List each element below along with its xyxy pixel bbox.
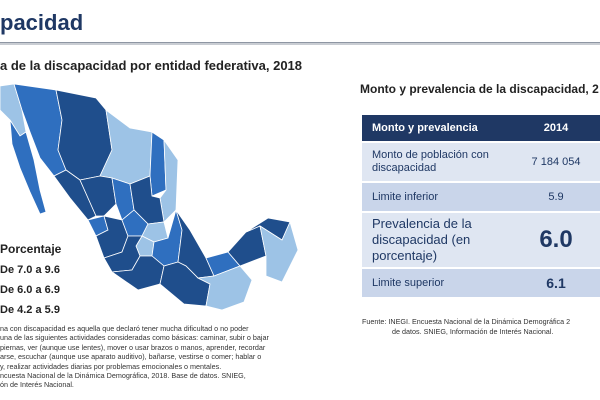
row-value: 6.0 [539, 226, 573, 253]
state-chihuahua [55, 89, 113, 181]
table-header-year: 2014 [543, 122, 569, 134]
page-title: pacidad [0, 10, 84, 35]
prevalence-table: Monto y prevalencia 2014 Monto de poblac… [362, 115, 600, 299]
footnote-line: ón de Interés Nacional. [0, 380, 74, 390]
table-source: Fuente: INEGI. Encuesta Nacional de la D… [362, 317, 600, 336]
row-label: Limite superior [372, 276, 445, 289]
legend-item-mid: De 6.0 a 6.9 [0, 284, 60, 296]
table-row: Limite inferior 5.9 [362, 183, 600, 213]
table-row: Prevalencia de la discapacidad (en porce… [362, 213, 600, 269]
legend-item-low: De 4.2 a 5.9 [0, 304, 60, 316]
table-header-row: Monto y prevalencia 2014 [362, 115, 600, 143]
table-row: Limite superior 6.1 [362, 269, 600, 299]
title-divider [0, 42, 600, 45]
state-chiapas [196, 265, 253, 311]
table-row: Monto de población con discapacidad 7 18… [362, 143, 600, 183]
map-title: a de la discapacidad por entidad federat… [0, 58, 303, 73]
row-value: 5.9 [548, 191, 564, 203]
state-quintana-roo [259, 220, 299, 283]
row-value: 6.1 [546, 275, 566, 291]
legend-item-high: De 7.0 a 9.6 [0, 264, 60, 276]
state-guerrero [110, 255, 165, 291]
source-label: Fuente: [362, 317, 387, 326]
footnote-line: na con discapacidad es aquella que decla… [0, 324, 249, 333]
mexico-choropleth-map [0, 83, 299, 311]
state-nuevo-leon [149, 131, 167, 197]
footnote-line: arse, escuchar (aunque use aparato audit… [0, 352, 262, 362]
row-label: Monto de población con discapacidad [372, 149, 489, 174]
state-baja-california-sur [9, 119, 47, 215]
row-value: 7 184 054 [531, 156, 581, 168]
table-header-label: Monto y prevalencia [372, 121, 478, 134]
source-text-cont: de datos. SNIEG, Información de Interés … [392, 326, 554, 336]
row-label: Limite inferior [372, 190, 439, 203]
footnote-line: y, realizar actividades diarias por prob… [0, 361, 222, 371]
row-label: Prevalencia de la discapacidad (en porce… [372, 216, 472, 263]
map-footnote: na con discapacidad es aquella que decla… [0, 324, 308, 390]
source-text: INEGI. Encuesta Nacional de la Dinámica … [388, 317, 571, 326]
footnote-line: piernas, ver (aunque use lentes), mover … [0, 342, 266, 352]
table-title: Monto y prevalencia de la discapacidad, … [360, 82, 599, 96]
footnote-line: una de las siguientes actividades consid… [0, 333, 269, 343]
legend-title: Porcentaje [0, 242, 62, 256]
footnote-line: ncuesta Nacional de la Dinámica Demográf… [0, 371, 246, 381]
